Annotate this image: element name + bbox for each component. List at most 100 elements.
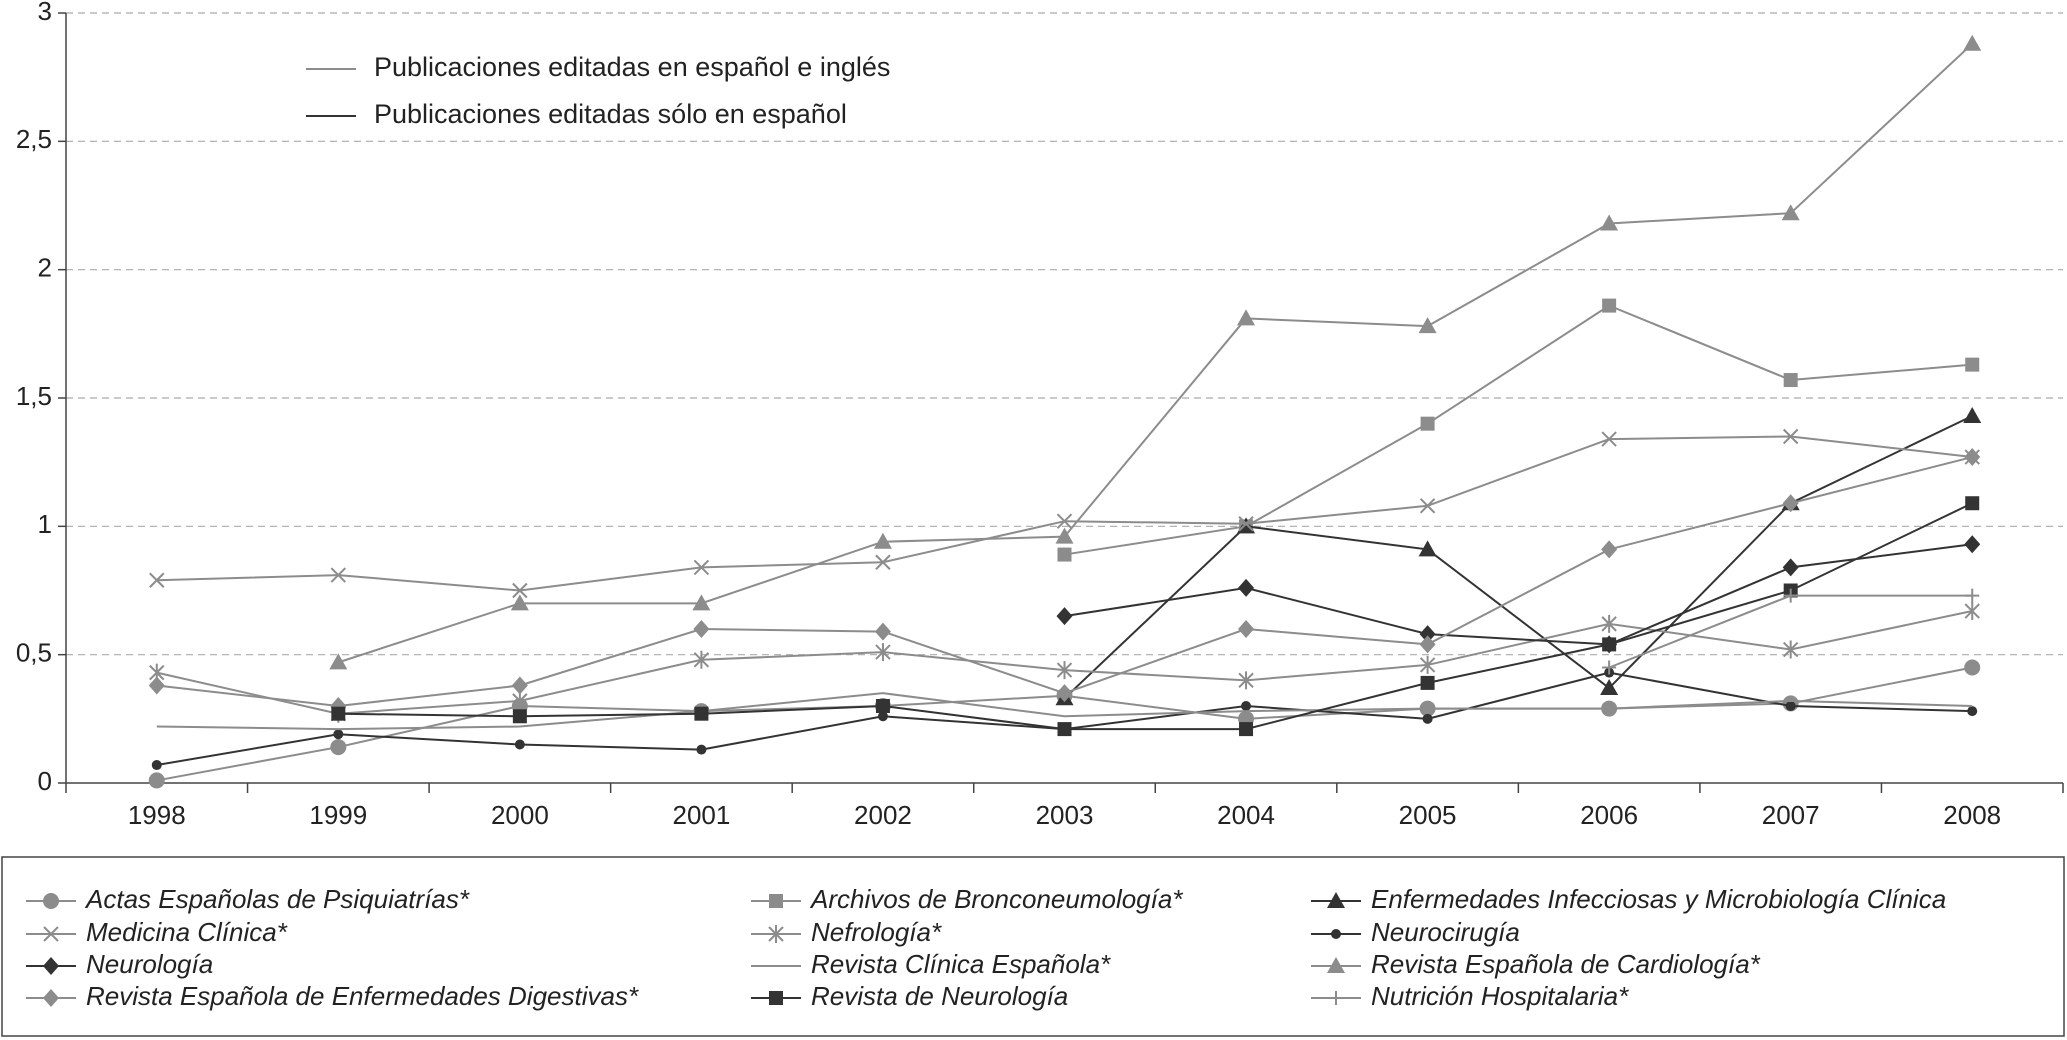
marker-shape (43, 893, 59, 909)
marker (1327, 957, 1345, 973)
legend-label: Nutrición Hospitalaria* (1371, 981, 1629, 1011)
marker (693, 559, 710, 576)
marker (1057, 722, 1072, 737)
marker-shape (1965, 588, 1980, 603)
marker-shape (1237, 309, 1256, 326)
marker-shape (1241, 701, 1252, 711)
marker-shape (1418, 540, 1437, 557)
marker-shape (1783, 588, 1798, 603)
marker (1964, 659, 1981, 676)
marker (694, 706, 709, 721)
marker (1238, 516, 1254, 532)
marker (1056, 684, 1073, 703)
legend-label: Revista Clínica Española* (811, 949, 1111, 979)
legend-label: Actas Españolas de Psiquiatrías* (84, 884, 470, 914)
x-tick-label: 2002 (854, 800, 912, 830)
marker (148, 772, 165, 789)
x-tick-label: 2008 (1943, 800, 2001, 830)
marker (1238, 671, 1254, 690)
marker-shape (768, 925, 784, 943)
legend-label: Neurología (86, 949, 213, 979)
marker-shape (877, 711, 888, 722)
marker (1782, 428, 1799, 445)
marker (1600, 214, 1619, 231)
marker (330, 739, 347, 756)
marker-shape (1601, 431, 1617, 447)
marker-shape (1418, 317, 1437, 334)
marker (43, 989, 59, 1007)
marker (875, 699, 890, 713)
marker-shape (1238, 671, 1254, 690)
marker (1420, 416, 1435, 431)
marker-shape (696, 744, 707, 755)
legend-box (1, 856, 2065, 1037)
marker-shape (1782, 640, 1799, 659)
marker (768, 925, 784, 943)
marker-shape (512, 691, 528, 710)
marker (1967, 706, 1978, 717)
marker (1964, 448, 1981, 467)
marker (1419, 625, 1436, 644)
marker-shape (1055, 527, 1074, 544)
marker-shape (1420, 675, 1435, 690)
marker-shape (148, 676, 165, 695)
marker-shape (875, 699, 890, 713)
marker (1056, 513, 1073, 529)
x-tick-label: 1998 (128, 800, 186, 830)
marker (1964, 535, 1981, 554)
marker (1782, 494, 1799, 513)
marker (512, 691, 528, 710)
marker-shape (769, 894, 783, 908)
marker-shape (1420, 416, 1435, 431)
y-tick-label: 3 (38, 0, 52, 26)
marker-shape (1964, 448, 1981, 467)
series-line (1064, 304, 1973, 556)
marker (1055, 527, 1074, 544)
marker-shape (43, 926, 59, 942)
marker-shape (1422, 713, 1433, 724)
marker-shape (1783, 373, 1798, 388)
legend-label: Enfermedades Infecciosas y Microbiología… (1371, 884, 1946, 914)
y-tick-label: 1,5 (16, 381, 52, 411)
marker (43, 893, 59, 909)
marker (1782, 558, 1799, 577)
legend-label: Medicina Clínica* (86, 917, 288, 947)
marker-shape (1785, 701, 1796, 711)
marker (511, 676, 528, 695)
marker-shape (333, 729, 344, 740)
marker-shape (1782, 494, 1799, 513)
series-line (338, 502, 1973, 731)
marker-shape (1238, 578, 1255, 597)
marker (1783, 588, 1798, 603)
marker-shape (330, 739, 347, 756)
marker-shape (1965, 496, 1980, 511)
marker-shape (874, 622, 891, 641)
y-tick-label: 0 (38, 766, 52, 796)
marker (1602, 660, 1617, 675)
marker (43, 957, 59, 975)
x-tick-label: 2006 (1580, 800, 1638, 830)
series-line (1063, 415, 1973, 700)
marker (1056, 607, 1073, 626)
marker-shape (331, 706, 346, 721)
marker-shape (1238, 620, 1255, 638)
legend-label: Revista Española de Cardiología* (1371, 949, 1761, 979)
marker-shape (1782, 428, 1799, 445)
marker (1238, 620, 1255, 638)
marker-shape (1601, 614, 1617, 633)
marker (43, 926, 59, 942)
marker (1785, 701, 1796, 711)
marker-shape (1329, 991, 1343, 1005)
marker (512, 582, 528, 599)
marker (331, 706, 346, 721)
marker (333, 729, 344, 740)
marker (693, 620, 710, 638)
marker (1057, 547, 1072, 562)
marker-shape (1238, 516, 1254, 532)
marker-shape (1419, 655, 1436, 674)
marker-shape (1419, 625, 1436, 644)
marker-shape (510, 594, 529, 611)
series-line (338, 43, 1973, 664)
marker-shape (1965, 357, 1980, 372)
